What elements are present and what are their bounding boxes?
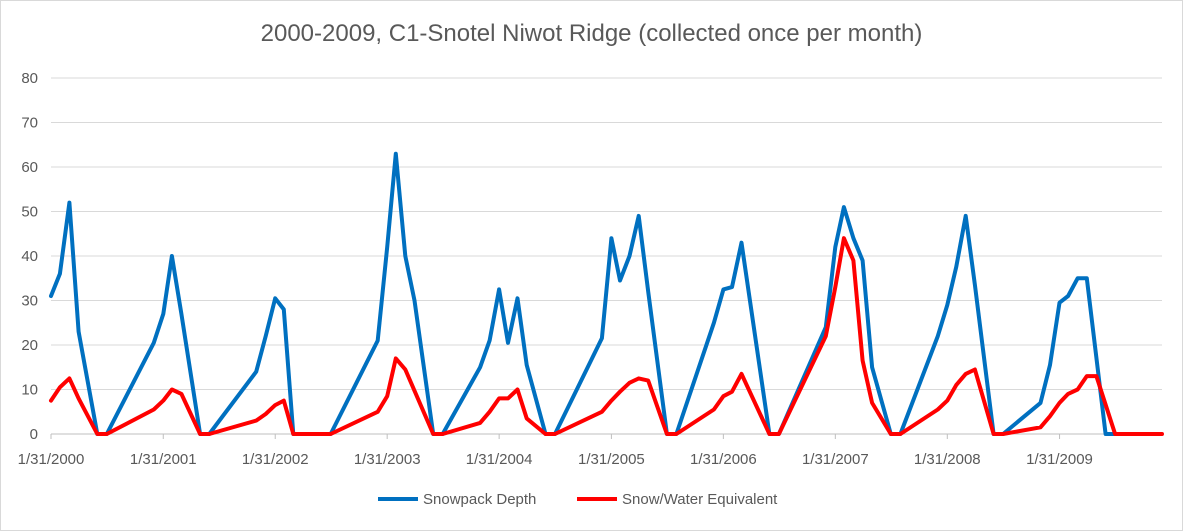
x-tick-label: 1/31/2000 bbox=[18, 451, 85, 468]
legend-label-snow-water-equivalent: Snow/Water Equivalent bbox=[622, 491, 778, 508]
y-tick-label: 70 bbox=[21, 115, 38, 132]
x-tick-label: 1/31/2005 bbox=[578, 451, 645, 468]
x-tick-label: 1/31/2008 bbox=[914, 451, 981, 468]
x-tick-label: 1/31/2006 bbox=[690, 451, 757, 468]
y-tick-label: 10 bbox=[21, 382, 38, 399]
chart-title: 2000-2009, C1-Snotel Niwot Ridge (collec… bbox=[260, 20, 923, 47]
y-tick-label: 20 bbox=[21, 337, 38, 354]
y-tick-label: 60 bbox=[21, 159, 38, 176]
x-tick-label: 1/31/2004 bbox=[466, 451, 533, 468]
gridlines bbox=[51, 77, 1162, 435]
x-tick-label: 1/31/2001 bbox=[130, 451, 197, 468]
legend-label-snowpack-depth: Snowpack Depth bbox=[423, 491, 536, 508]
x-axis-ticks: 1/31/2000 1/31/2001 1/31/2002 1/31/2003 1/31… bbox=[18, 434, 1093, 468]
y-tick-label: 50 bbox=[21, 204, 38, 221]
x-tick-label: 1/31/2002 bbox=[242, 451, 309, 468]
x-tick-label: 1/31/2007 bbox=[802, 451, 869, 468]
x-tick-label: 1/31/2009 bbox=[1026, 451, 1093, 468]
legend: Snowpack Depth Snow/Water Equivalent bbox=[378, 491, 778, 508]
snowpack-depth-line bbox=[49, 151, 1118, 436]
y-tick-label: 30 bbox=[21, 293, 38, 310]
snow-water-equivalent-line bbox=[49, 236, 1164, 436]
y-tick-label: 0 bbox=[30, 426, 38, 443]
y-tick-label: 80 bbox=[21, 70, 38, 87]
y-axis-ticks: 0 10 20 30 40 50 60 70 80 bbox=[21, 70, 38, 443]
series-lines bbox=[49, 151, 1164, 436]
y-tick-label: 40 bbox=[21, 248, 38, 265]
x-tick-label: 1/31/2003 bbox=[354, 451, 421, 468]
